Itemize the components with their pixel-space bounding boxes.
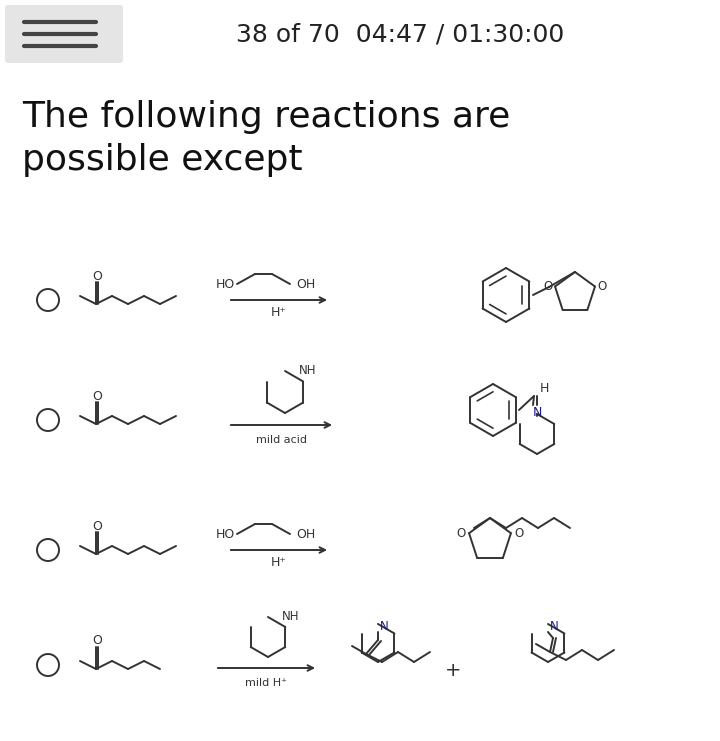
Text: HO: HO xyxy=(216,528,235,540)
Text: O: O xyxy=(92,390,102,402)
Text: OH: OH xyxy=(296,528,315,540)
Text: N: N xyxy=(380,619,389,633)
FancyBboxPatch shape xyxy=(5,5,123,63)
Text: N: N xyxy=(550,619,559,633)
Text: NH: NH xyxy=(282,611,300,623)
Text: OH: OH xyxy=(296,277,315,290)
Text: O: O xyxy=(514,527,523,539)
Text: O: O xyxy=(544,280,553,293)
Text: H⁺: H⁺ xyxy=(271,305,287,319)
Text: mild H⁺: mild H⁺ xyxy=(245,678,287,688)
Text: N: N xyxy=(532,405,541,419)
Text: HO: HO xyxy=(216,277,235,290)
Text: NH: NH xyxy=(299,365,317,377)
Text: +: + xyxy=(445,660,462,679)
Text: H: H xyxy=(539,382,549,394)
Text: O: O xyxy=(456,527,466,539)
Text: O: O xyxy=(598,280,606,293)
Text: O: O xyxy=(92,519,102,533)
Text: O: O xyxy=(92,634,102,648)
Text: O: O xyxy=(92,270,102,282)
Text: mild acid: mild acid xyxy=(256,435,307,445)
Text: H⁺: H⁺ xyxy=(271,556,287,568)
Text: The following reactions are
possible except: The following reactions are possible exc… xyxy=(22,100,510,177)
Text: 38 of 70  04:47 / 01:30:00: 38 of 70 04:47 / 01:30:00 xyxy=(236,23,564,47)
